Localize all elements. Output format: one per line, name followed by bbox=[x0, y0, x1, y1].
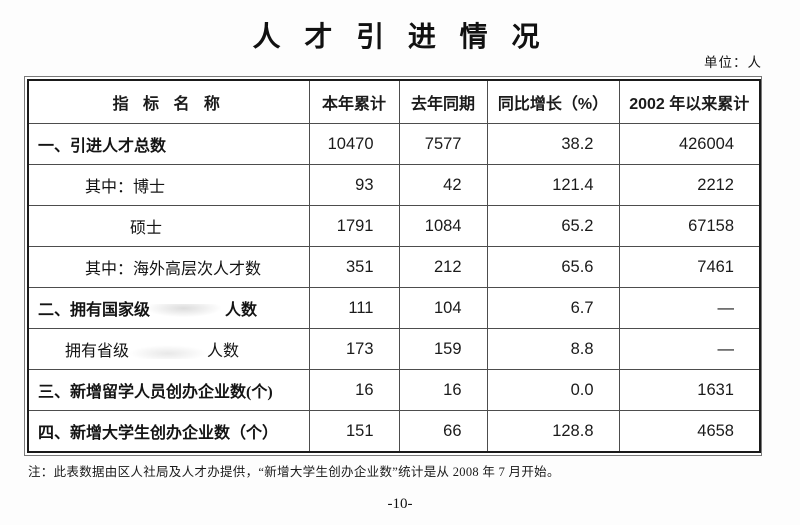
cell-since-2002: — bbox=[618, 287, 761, 329]
cell-previous: 7577 bbox=[398, 123, 488, 165]
row-label: 其中：博士 bbox=[85, 179, 166, 196]
redacted-gap bbox=[129, 345, 208, 360]
column-header-since-2002: 2002 年以来累计 bbox=[618, 79, 761, 124]
cell-previous: 212 bbox=[398, 246, 488, 288]
cell-since-2002: 4658 bbox=[618, 410, 761, 453]
table-row: 拥有省级 人数 173 159 8.8 — bbox=[27, 328, 761, 370]
page-title: 人 才 引 进 情 况 bbox=[252, 21, 548, 52]
redacted-gap bbox=[150, 304, 226, 319]
cell-growth: 8.8 bbox=[486, 328, 620, 370]
cell-current: 111 bbox=[308, 287, 400, 329]
cell-current: 1791 bbox=[308, 205, 400, 247]
table-row: 其中：博士 93 42 121.4 2212 bbox=[27, 164, 761, 206]
cell-previous: 104 bbox=[398, 287, 488, 329]
row-label-suffix: 人数 bbox=[207, 343, 240, 360]
row-label: 硕士 bbox=[130, 220, 163, 237]
cell-previous: 159 bbox=[398, 328, 488, 370]
row-label: 四、新增大学生创办企业数（个） bbox=[38, 425, 279, 442]
cell-growth: 38.2 bbox=[486, 123, 620, 165]
table-row: 二、拥有国家级 人数 111 104 6.7 — bbox=[27, 287, 761, 329]
cell-growth: 121.4 bbox=[486, 164, 620, 206]
column-header-current-year: 本年累计 bbox=[308, 79, 400, 124]
column-header-indicator: 指 标 名 称 bbox=[27, 79, 310, 124]
cell-since-2002: 67158 bbox=[618, 205, 761, 247]
table-row: 其中：海外高层次人才数 351 212 65.6 7461 bbox=[27, 246, 761, 288]
header-row: 指 标 名 称 本年累计 去年同期 同比增长（%） 2002 年以来累计 bbox=[27, 79, 761, 124]
cell-current: 93 bbox=[308, 164, 400, 206]
talent-intro-table: 指 标 名 称 本年累计 去年同期 同比增长（%） 2002 年以来累计 一、引… bbox=[24, 76, 762, 456]
cell-since-2002: 7461 bbox=[618, 246, 761, 288]
cell-current: 173 bbox=[308, 328, 400, 370]
column-header-growth: 同比增长（%） bbox=[486, 79, 620, 124]
cell-current: 10470 bbox=[308, 123, 400, 165]
cell-since-2002: 2212 bbox=[618, 164, 761, 206]
cell-current: 351 bbox=[308, 246, 400, 288]
cell-since-2002: 426004 bbox=[618, 123, 761, 165]
column-header-last-year: 去年同期 bbox=[398, 79, 488, 124]
cell-previous: 42 bbox=[398, 164, 488, 206]
cell-growth: 65.6 bbox=[486, 246, 620, 288]
cell-current: 151 bbox=[308, 410, 400, 453]
unit-label: 单位：人 bbox=[704, 55, 762, 70]
cell-previous: 66 bbox=[398, 410, 488, 453]
page-number: -10- bbox=[387, 496, 413, 512]
cell-growth: 6.7 bbox=[486, 287, 620, 329]
cell-current: 16 bbox=[308, 369, 400, 411]
table-row: 硕士 1791 1084 65.2 67158 bbox=[27, 205, 761, 247]
row-label: 一、引进人才总数 bbox=[38, 138, 167, 155]
cell-growth: 128.8 bbox=[486, 410, 620, 453]
row-label: 二、拥有国家级 bbox=[38, 302, 151, 319]
table-row: 四、新增大学生创办企业数（个） 151 66 128.8 4658 bbox=[27, 410, 761, 453]
row-label: 三、新增留学人员创办企业数(个) bbox=[38, 384, 273, 401]
cell-previous: 16 bbox=[398, 369, 488, 411]
cell-growth: 65.2 bbox=[486, 205, 620, 247]
footnote: 注：此表数据由区人社局及人才办提供，“新增大学生创办企业数”统计是从 2008 … bbox=[28, 465, 560, 479]
row-label: 拥有省级 bbox=[65, 343, 130, 360]
row-label: 其中：海外高层次人才数 bbox=[85, 261, 262, 278]
data-table: 指 标 名 称 本年累计 去年同期 同比增长（%） 2002 年以来累计 一、引… bbox=[27, 79, 761, 453]
cell-since-2002: 1631 bbox=[618, 369, 761, 411]
row-label-suffix: 人数 bbox=[225, 302, 258, 319]
cell-since-2002: — bbox=[618, 328, 761, 370]
table-row: 三、新增留学人员创办企业数(个) 16 16 0.0 1631 bbox=[27, 369, 761, 411]
table-row: 一、引进人才总数 10470 7577 38.2 426004 bbox=[27, 123, 761, 165]
cell-growth: 0.0 bbox=[486, 369, 620, 411]
cell-previous: 1084 bbox=[398, 205, 488, 247]
